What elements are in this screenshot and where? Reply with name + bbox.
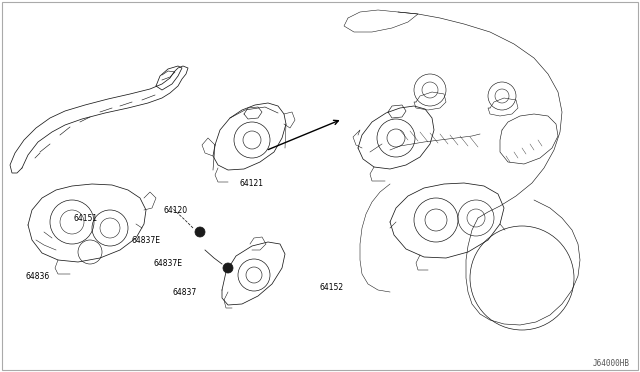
Circle shape	[223, 263, 233, 273]
Circle shape	[195, 227, 205, 237]
Text: 64837: 64837	[173, 288, 197, 297]
Text: 64837E: 64837E	[131, 236, 160, 245]
Text: 64152: 64152	[320, 283, 344, 292]
Text: 64837E: 64837E	[154, 259, 182, 267]
Text: J64000HB: J64000HB	[593, 359, 630, 368]
Text: 64151: 64151	[74, 214, 98, 223]
Text: 64836: 64836	[26, 272, 50, 280]
Text: 64121: 64121	[240, 179, 264, 187]
Text: 64120: 64120	[163, 206, 188, 215]
